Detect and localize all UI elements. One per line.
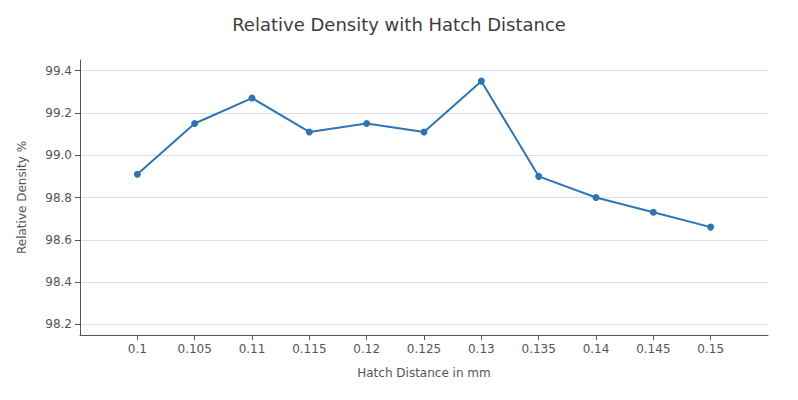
svg-text:98.8: 98.8: [45, 191, 72, 205]
svg-text:99.4: 99.4: [45, 64, 72, 78]
svg-text:Hatch Distance in mm: Hatch Distance in mm: [357, 366, 491, 380]
svg-text:98.4: 98.4: [45, 275, 72, 289]
svg-text:Relative Density %: Relative Density %: [15, 141, 29, 254]
svg-text:0.1: 0.1: [128, 342, 147, 356]
svg-text:0.145: 0.145: [636, 342, 670, 356]
svg-text:0.125: 0.125: [407, 342, 441, 356]
svg-text:98.6: 98.6: [45, 233, 72, 247]
svg-text:0.13: 0.13: [468, 342, 495, 356]
svg-text:0.105: 0.105: [177, 342, 211, 356]
svg-text:0.135: 0.135: [521, 342, 555, 356]
svg-text:0.12: 0.12: [353, 342, 380, 356]
svg-text:98.2: 98.2: [45, 317, 72, 331]
svg-text:99.0: 99.0: [45, 148, 72, 162]
svg-text:Relative Density with Hatch Di: Relative Density with Hatch Distance: [232, 14, 566, 35]
svg-text:99.2: 99.2: [45, 106, 72, 120]
svg-text:0.14: 0.14: [583, 342, 610, 356]
svg-text:0.15: 0.15: [697, 342, 724, 356]
svg-text:0.115: 0.115: [292, 342, 326, 356]
svg-text:0.11: 0.11: [239, 342, 266, 356]
